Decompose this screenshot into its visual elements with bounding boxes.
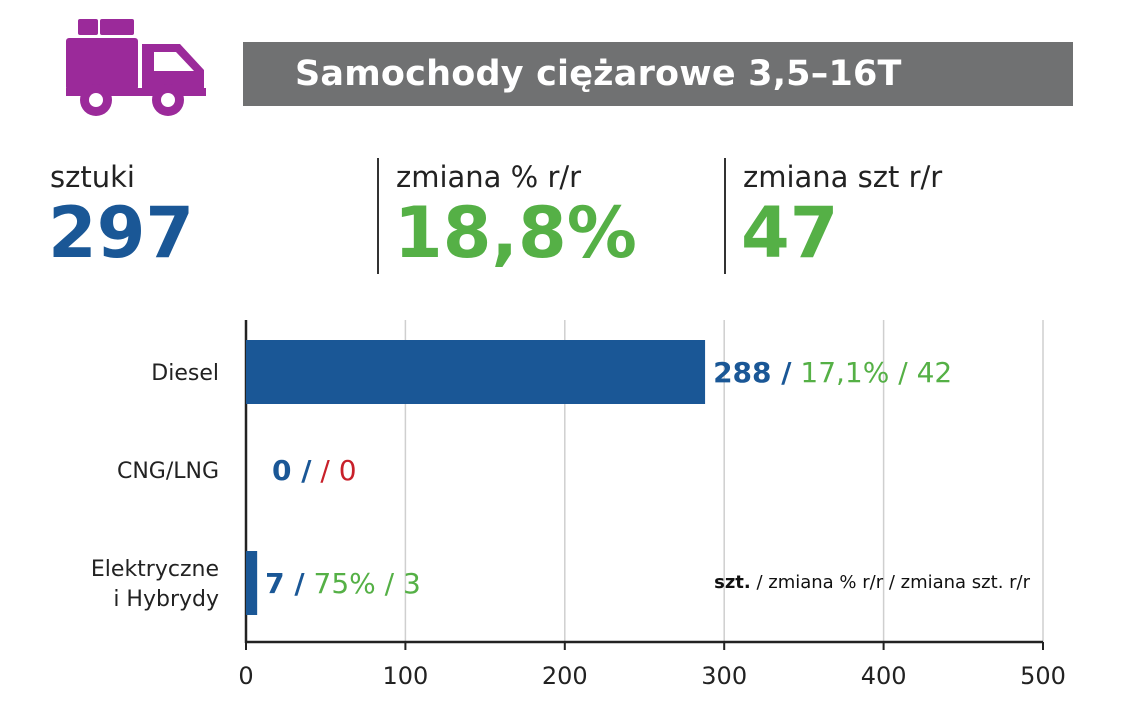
x-tick-label: 200 (542, 662, 588, 690)
legend-note: szt. / zmiana % r/r / zmiana szt. r/r (714, 572, 1030, 593)
x-tick-label: 0 (238, 662, 253, 690)
title-bar: Samochody ciężarowe 3,5–16T (243, 42, 1073, 106)
stat-label-pct-change: zmiana % r/r (396, 160, 582, 194)
stat-label-count: sztuki (50, 160, 135, 194)
stat-label-unit-change: zmiana szt r/r (743, 160, 943, 194)
bar (246, 551, 258, 615)
x-tick-label: 300 (701, 662, 747, 690)
data-label: 0 / / 0 (272, 454, 357, 487)
x-tick-label: 500 (1020, 662, 1066, 690)
stat-value-unit-change: 47 (741, 192, 839, 274)
stat-divider (724, 158, 726, 274)
data-label: 7 / 75% / 3 (265, 567, 421, 600)
category-label: CNG/LNG (117, 459, 219, 484)
category-label: Elektryczne i Hybrydy (91, 557, 219, 612)
truck-icon (66, 19, 206, 116)
page-title: Samochody ciężarowe 3,5–16T (295, 54, 902, 94)
stat-value-count: 297 (48, 192, 195, 274)
category-label: Diesel (151, 361, 219, 386)
stat-divider (377, 158, 379, 274)
data-label: 288 / 17,1% / 42 (713, 356, 952, 389)
x-tick-label: 100 (382, 662, 428, 690)
x-tick-label: 400 (861, 662, 907, 690)
stat-value-pct-change: 18,8% (394, 192, 637, 274)
bar (246, 340, 706, 404)
